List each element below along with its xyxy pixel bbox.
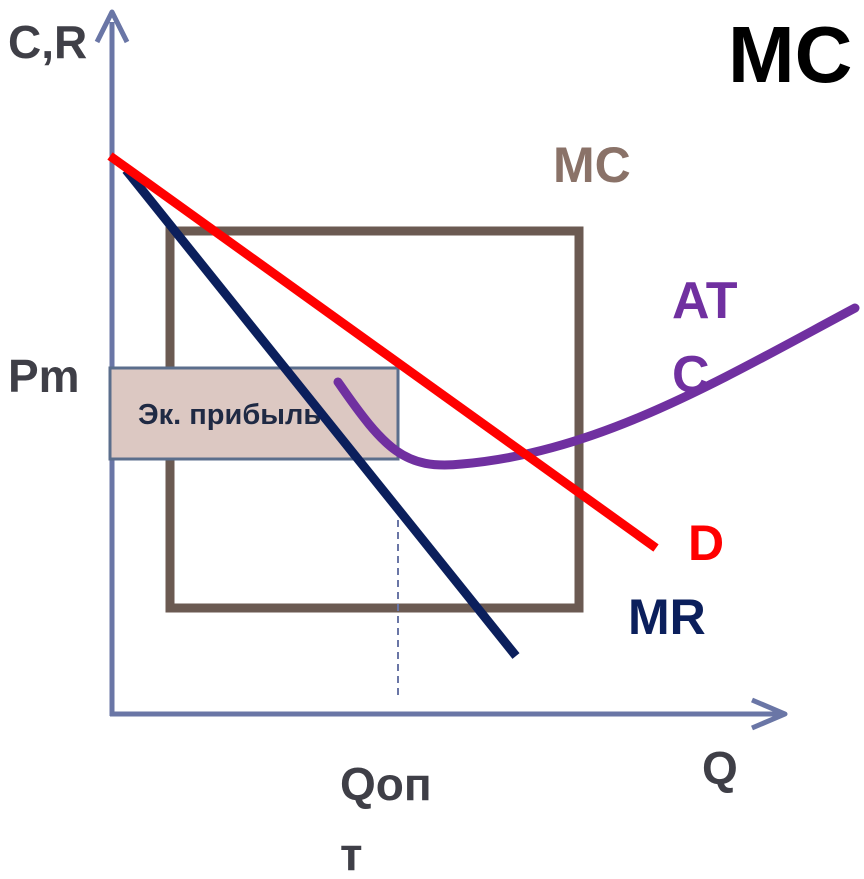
atc-curve: [333, 303, 860, 470]
title-label: MC: [728, 10, 852, 99]
atc-label-line1: AT: [672, 272, 738, 330]
y-axis-label: C,R: [8, 16, 87, 68]
qopt-label-line1: Qоп: [340, 758, 432, 810]
mr-line: [122, 167, 520, 659]
y-axis-arrowhead: [94, 9, 130, 44]
qopt-label-line2: т: [340, 828, 363, 879]
demand-label: D: [688, 515, 724, 571]
x-axis-label: Q: [702, 742, 738, 794]
economic-profit-label: Эк. прибыль: [138, 399, 321, 431]
mc-label: MC: [553, 137, 631, 193]
price-label: Pm: [8, 350, 80, 402]
x-axis-arrowhead: [751, 697, 788, 731]
demand-line: [107, 152, 659, 552]
mr-label: MR: [628, 589, 706, 645]
atc-label-line2: C: [672, 346, 710, 404]
